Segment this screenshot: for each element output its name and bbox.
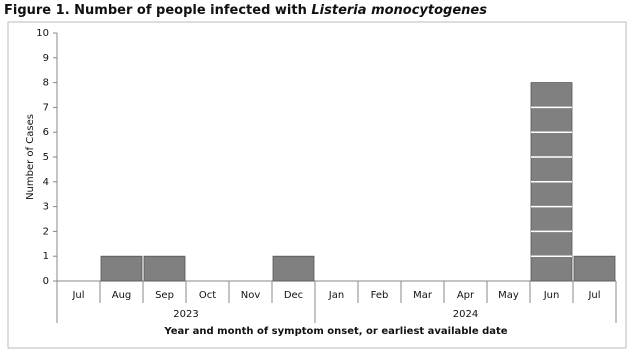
y-tick-label: 10 <box>36 28 49 39</box>
y-tick-label: 4 <box>43 177 49 188</box>
y-tick-label: 8 <box>43 78 49 89</box>
bar <box>143 255 186 282</box>
y-tick-label: 0 <box>43 276 49 287</box>
bar <box>100 255 143 282</box>
x-tick-label: Feb <box>371 290 389 301</box>
x-tick-label: Sep <box>155 290 174 301</box>
y-tick-label: 6 <box>43 127 49 138</box>
group-label: 2023 <box>173 309 198 320</box>
y-tick-label: 3 <box>43 202 49 213</box>
y-tick-label: 1 <box>43 251 49 262</box>
bar <box>272 255 315 282</box>
y-axis-title: Number of Cases <box>25 114 36 200</box>
x-tick-label: Jan <box>328 290 344 301</box>
x-tick-label: Jun <box>543 290 560 301</box>
y-tick-label: 9 <box>43 53 49 64</box>
y-tick-label: 7 <box>43 102 49 113</box>
y-tick-label: 5 <box>43 152 49 163</box>
x-axis-title: Year and month of symptom onset, or earl… <box>163 326 507 337</box>
x-tick-label: Mar <box>413 290 433 301</box>
x-tick-label: Aug <box>112 290 132 301</box>
title-main: Figure 1. Number of people infected with <box>4 3 307 18</box>
bar <box>573 255 616 282</box>
chart-title: Figure 1. Number of people infected with… <box>4 3 487 18</box>
x-tick-label: Oct <box>199 290 216 301</box>
y-tick-label: 2 <box>43 226 49 237</box>
group-label: 2024 <box>453 309 478 320</box>
chart-frame <box>7 21 627 349</box>
title-species: Listeria monocytogenes <box>311 3 487 18</box>
x-tick-label: May <box>498 290 519 301</box>
x-tick-label: Apr <box>457 290 475 301</box>
x-tick-label: Jul <box>587 290 600 301</box>
x-tick-label: Jul <box>71 290 84 301</box>
x-tick-label: Nov <box>241 290 261 301</box>
x-tick-label: Dec <box>284 290 303 301</box>
